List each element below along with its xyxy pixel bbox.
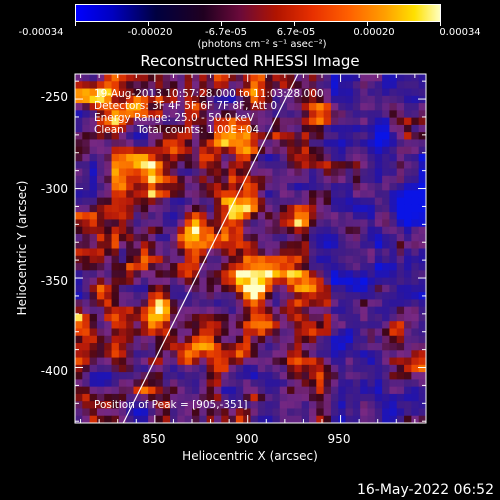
y-tick-label: -350: [41, 274, 68, 288]
colorbar-gradient: [75, 4, 441, 22]
colorbar: [75, 4, 441, 26]
colorbar-label: -6.7e-05: [205, 27, 247, 38]
colorbar-label: 0.00034: [439, 27, 481, 38]
heatmap-image: [75, 74, 427, 424]
plot-frame: [74, 73, 427, 424]
axis-ticks: [75, 74, 426, 423]
annotation-peak: Position of Peak = [905,-351]: [94, 399, 248, 411]
colorbar-label: -0.00034: [18, 27, 64, 38]
y-tick-label: -400: [41, 364, 68, 378]
x-tick-label: 950: [328, 432, 351, 446]
colorbar-tick: [440, 22, 441, 26]
annotation-detectors: Detectors: 3F 4F 5F 6F 7F 8F, Att 0: [94, 100, 277, 112]
colorbar-tick: [367, 22, 368, 26]
colorbar-tick: [221, 22, 222, 26]
colorbar-tick: [294, 22, 295, 26]
annotation-time: 19-Aug-2013 10:57:28.000 to 11:03:28.000: [94, 88, 324, 100]
colorbar-label: 0.00020: [353, 27, 395, 38]
colorbar-label: 6.7e-05: [276, 27, 316, 38]
solar-limb-line: [122, 73, 299, 424]
annotation-clean: Clean Total counts: 1.00E+04: [94, 124, 259, 136]
colorbar-units: (photons cm⁻² s⁻¹ asec⁻²): [197, 39, 327, 50]
colorbar-tick: [148, 22, 149, 26]
x-tick-label: 850: [143, 432, 166, 446]
chart-title: Reconstructed RHESSI Image: [140, 52, 360, 70]
y-axis-label: Heliocentric Y (arcsec): [15, 181, 29, 316]
x-axis-label: Heliocentric X (arcsec): [182, 449, 318, 463]
timestamp: 16-May-2022 06:52: [356, 482, 494, 498]
y-tick-label: -300: [41, 182, 68, 196]
x-tick-label: 900: [236, 432, 259, 446]
colorbar-tick: [75, 22, 76, 26]
y-tick-label: -250: [41, 90, 68, 104]
annotation-energy: Energy Range: 25.0 - 50.0 keV: [94, 112, 255, 124]
colorbar-label: -0.00020: [127, 27, 173, 38]
